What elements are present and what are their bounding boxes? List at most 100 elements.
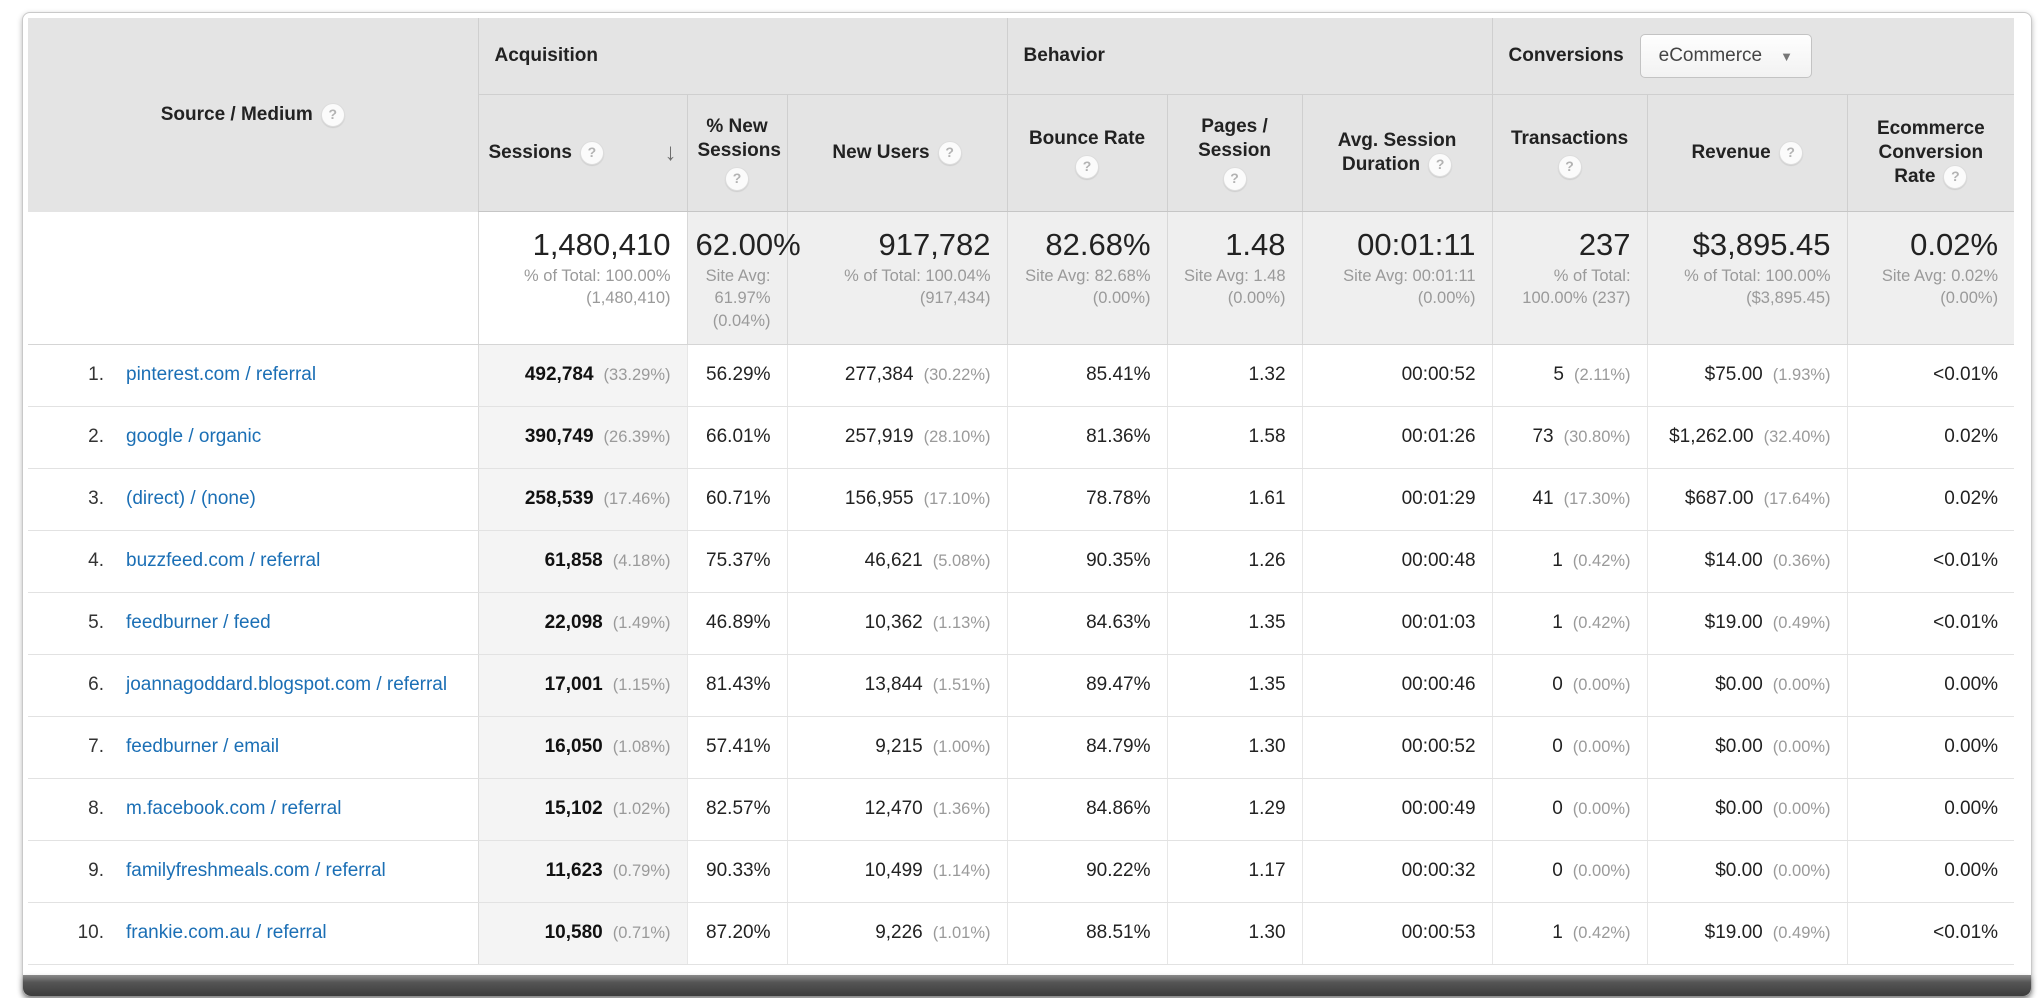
totals-sessions-value: 1,480,410 bbox=[487, 228, 671, 262]
row-rank: 6. bbox=[58, 674, 104, 696]
cell-revenue: $19.00(0.49%) bbox=[1647, 592, 1847, 654]
totals-pages-value: 1.48 bbox=[1176, 228, 1286, 262]
cell-transactions: 1(0.42%) bbox=[1492, 592, 1647, 654]
source-medium-link[interactable]: google / organic bbox=[126, 425, 261, 450]
source-medium-link[interactable]: familyfreshmeals.com / referral bbox=[126, 859, 386, 884]
bounce-rate-value: 84.86% bbox=[1086, 798, 1150, 819]
revenue-value: $19.00 bbox=[1705, 612, 1763, 634]
chevron-down-icon: ▼ bbox=[1780, 49, 1793, 64]
cell-new-sessions: 81.43% bbox=[687, 654, 787, 716]
cell-new-sessions: 46.89% bbox=[687, 592, 787, 654]
column-header-ecommerce-conversion-rate[interactable]: Ecommerce Conversion Rate? bbox=[1847, 95, 2014, 212]
pages-session-header-label: Pages / Session bbox=[1198, 116, 1271, 161]
help-icon[interactable]: ? bbox=[1075, 155, 1099, 179]
cell-bounce-rate: 90.35% bbox=[1007, 530, 1167, 592]
revenue-value: $14.00 bbox=[1705, 550, 1763, 572]
group-header-row: Source / Medium? Acquisition Behavior Co… bbox=[28, 18, 2014, 95]
sessions-percent: (17.46%) bbox=[604, 490, 671, 509]
conversions-goal-dropdown[interactable]: eCommerce ▼ bbox=[1640, 34, 1812, 78]
help-icon[interactable]: ? bbox=[725, 167, 749, 191]
source-medium-link[interactable]: feedburner / feed bbox=[126, 611, 271, 636]
new-sessions-value: 66.01% bbox=[706, 426, 770, 447]
cell-avg-duration: 00:01:29 bbox=[1302, 468, 1492, 530]
help-icon[interactable]: ? bbox=[580, 141, 604, 165]
totals-new-users: 917,782 % of Total: 100.04% (917,434) bbox=[787, 212, 1007, 345]
analytics-report-card: Source / Medium? Acquisition Behavior Co… bbox=[22, 12, 2032, 997]
cell-new-sessions: 56.29% bbox=[687, 344, 787, 406]
source-medium-link[interactable]: feedburner / email bbox=[126, 735, 279, 760]
cell-revenue: $19.00(0.49%) bbox=[1647, 902, 1847, 964]
pages-session-value: 1.30 bbox=[1249, 736, 1286, 757]
sessions-value: 16,050 bbox=[545, 736, 603, 758]
help-icon[interactable]: ? bbox=[1428, 153, 1452, 177]
bounce-rate-value: 85.41% bbox=[1086, 364, 1150, 385]
sessions-value: 11,623 bbox=[546, 860, 603, 882]
help-icon[interactable]: ? bbox=[1223, 167, 1247, 191]
help-icon[interactable]: ? bbox=[938, 141, 962, 165]
help-icon[interactable]: ? bbox=[1558, 155, 1582, 179]
new-sessions-value: 81.43% bbox=[706, 674, 770, 695]
new-users-value: 257,919 bbox=[845, 426, 914, 448]
source-medium-link[interactable]: joannagoddard.blogspot.com / referral bbox=[126, 673, 447, 698]
cell-new-sessions: 60.71% bbox=[687, 468, 787, 530]
revenue-value: $19.00 bbox=[1705, 922, 1763, 944]
new-users-percent: (1.13%) bbox=[933, 614, 991, 633]
sort-descending-icon[interactable]: ↓ bbox=[665, 138, 677, 168]
pages-session-value: 1.35 bbox=[1249, 612, 1286, 633]
sessions-header-label: Sessions bbox=[489, 141, 572, 165]
sessions-value: 258,539 bbox=[525, 488, 594, 510]
cell-avg-duration: 00:00:49 bbox=[1302, 778, 1492, 840]
column-header-new-sessions[interactable]: % New Sessions? bbox=[687, 95, 787, 212]
totals-new-sessions: 62.00% Site Avg: 61.97% (0.04%) bbox=[687, 212, 787, 345]
source-medium-link[interactable]: buzzfeed.com / referral bbox=[126, 549, 320, 574]
row-rank: 9. bbox=[58, 860, 104, 882]
column-header-bounce-rate[interactable]: Bounce Rate? bbox=[1007, 95, 1167, 212]
totals-new-users-value: 917,782 bbox=[796, 228, 991, 262]
source-medium-link[interactable]: pinterest.com / referral bbox=[126, 363, 316, 388]
avg-duration-value: 00:00:49 bbox=[1402, 798, 1476, 819]
conversions-goal-value: eCommerce bbox=[1659, 45, 1762, 67]
new-sessions-header-label: % New Sessions bbox=[698, 116, 781, 161]
cell-avg-duration: 00:00:46 bbox=[1302, 654, 1492, 716]
column-header-new-users[interactable]: New Users? bbox=[787, 95, 1007, 212]
revenue-percent: (32.40%) bbox=[1764, 428, 1831, 447]
cell-sessions: 10,580(0.71%) bbox=[478, 902, 687, 964]
cell-pages-session: 1.17 bbox=[1167, 840, 1302, 902]
source-medium-link[interactable]: (direct) / (none) bbox=[126, 487, 256, 512]
source-medium-cell: 1. pinterest.com / referral bbox=[28, 344, 478, 406]
new-users-percent: (17.10%) bbox=[924, 490, 991, 509]
cell-revenue: $0.00(0.00%) bbox=[1647, 778, 1847, 840]
totals-transactions-value: 237 bbox=[1501, 228, 1631, 262]
cell-bounce-rate: 84.79% bbox=[1007, 716, 1167, 778]
help-icon[interactable]: ? bbox=[1943, 165, 1967, 189]
transactions-header-label: Transactions bbox=[1511, 128, 1628, 149]
cell-new-users: 156,955(17.10%) bbox=[787, 468, 1007, 530]
column-header-revenue[interactable]: Revenue? bbox=[1647, 95, 1847, 212]
cell-ecr: 0.00% bbox=[1847, 778, 2014, 840]
column-header-sessions[interactable]: Sessions? ↓ bbox=[478, 95, 687, 212]
help-icon[interactable]: ? bbox=[321, 103, 345, 127]
new-sessions-value: 60.71% bbox=[706, 488, 770, 509]
source-medium-link[interactable]: frankie.com.au / referral bbox=[126, 921, 327, 946]
totals-new-sessions-value: 62.00% bbox=[696, 228, 771, 262]
help-icon[interactable]: ? bbox=[1779, 141, 1803, 165]
bounce-rate-value: 78.78% bbox=[1086, 488, 1150, 509]
ecr-value: <0.01% bbox=[1933, 550, 1998, 571]
transactions-value: 0 bbox=[1552, 736, 1563, 758]
group-conversions-label: Conversions bbox=[1509, 45, 1624, 67]
cell-ecr: 0.00% bbox=[1847, 716, 2014, 778]
column-header-pages-session[interactable]: Pages / Session? bbox=[1167, 95, 1302, 212]
source-medium-link[interactable]: m.facebook.com / referral bbox=[126, 797, 341, 822]
sessions-percent: (0.71%) bbox=[613, 924, 671, 943]
cell-new-sessions: 75.37% bbox=[687, 530, 787, 592]
column-header-transactions[interactable]: Transactions? bbox=[1492, 95, 1647, 212]
source-medium-header[interactable]: Source / Medium? bbox=[28, 18, 478, 212]
row-rank: 5. bbox=[58, 612, 104, 634]
source-medium-cell: 7. feedburner / email bbox=[28, 716, 478, 778]
sessions-percent: (1.02%) bbox=[613, 800, 671, 819]
column-header-avg-duration[interactable]: Avg. Session Duration? bbox=[1302, 95, 1492, 212]
totals-duration-value: 00:01:11 bbox=[1311, 228, 1476, 262]
transactions-percent: (0.00%) bbox=[1573, 738, 1631, 757]
cell-transactions: 1(0.42%) bbox=[1492, 530, 1647, 592]
revenue-percent: (1.93%) bbox=[1773, 366, 1831, 385]
